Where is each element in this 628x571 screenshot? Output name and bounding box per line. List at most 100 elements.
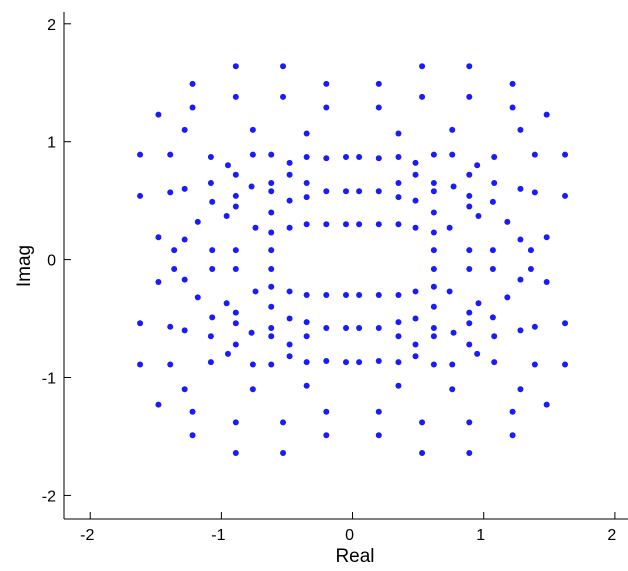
data-point — [232, 171, 239, 178]
data-point — [343, 324, 349, 331]
data-point — [504, 294, 511, 301]
data-point — [343, 188, 349, 195]
data-point — [252, 224, 259, 231]
data-point — [562, 192, 569, 199]
data-point — [562, 361, 569, 368]
data-point — [543, 279, 550, 286]
data-point — [430, 151, 437, 158]
data-point — [356, 291, 363, 298]
data-point — [395, 130, 402, 137]
y-tick-label: -2 — [42, 488, 56, 505]
data-point — [207, 359, 214, 366]
data-point — [224, 350, 231, 357]
axis-ticks — [64, 23, 616, 519]
data-point — [155, 234, 162, 241]
data-point — [189, 432, 196, 439]
data-point — [249, 151, 256, 158]
data-point — [356, 324, 363, 331]
data-point — [286, 159, 293, 166]
data-point — [286, 197, 293, 204]
data-point — [395, 221, 402, 228]
data-point — [466, 341, 473, 348]
x-tick-label: -2 — [80, 527, 94, 544]
data-point — [167, 361, 174, 368]
data-point — [446, 224, 453, 231]
data-point — [466, 93, 473, 100]
data-point — [491, 179, 498, 186]
data-point — [489, 314, 496, 321]
data-point — [475, 212, 482, 219]
data-point — [343, 359, 349, 366]
data-point — [323, 408, 330, 415]
data-point — [430, 266, 437, 273]
data-point — [171, 266, 178, 273]
data-point — [449, 386, 456, 393]
data-point — [232, 419, 239, 426]
data-point — [395, 154, 402, 161]
data-point — [419, 63, 426, 70]
data-point — [189, 408, 196, 415]
data-point — [517, 276, 524, 283]
data-point — [323, 155, 330, 162]
data-point — [323, 188, 330, 195]
data-point — [323, 291, 330, 298]
x-axis-label: Real — [335, 546, 374, 567]
data-point — [509, 408, 516, 415]
data-point — [446, 288, 453, 295]
data-point — [430, 361, 437, 368]
data-point — [268, 179, 275, 186]
data-point — [531, 151, 538, 158]
data-point — [268, 229, 275, 236]
data-point — [395, 333, 402, 340]
data-point — [155, 111, 162, 118]
x-tick-label: -1 — [211, 527, 225, 544]
x-tick-label: 2 — [607, 527, 616, 544]
y-tick-label: -1 — [42, 371, 56, 388]
data-point — [181, 327, 188, 334]
data-point — [489, 247, 496, 254]
data-point — [375, 432, 382, 439]
data-point — [531, 189, 538, 196]
data-point — [466, 171, 473, 178]
data-point — [412, 224, 419, 231]
data-point — [303, 319, 310, 326]
data-point — [531, 323, 538, 330]
data-point — [509, 104, 516, 111]
data-point — [466, 320, 473, 327]
data-point — [375, 104, 382, 111]
data-point — [466, 247, 473, 254]
plot-axes — [63, 12, 628, 520]
data-point — [466, 192, 473, 199]
data-point — [412, 159, 419, 166]
data-point — [491, 359, 498, 366]
data-point — [449, 126, 456, 133]
data-point — [562, 320, 569, 327]
data-point — [303, 130, 310, 137]
data-point — [248, 183, 255, 190]
data-point — [531, 361, 538, 368]
data-point — [466, 266, 473, 273]
data-point — [356, 221, 363, 228]
data-point — [232, 309, 239, 316]
data-point — [509, 432, 516, 439]
data-point — [209, 266, 216, 273]
data-point — [412, 315, 419, 322]
data-point — [209, 247, 216, 254]
data-point — [395, 194, 402, 201]
data-point — [466, 63, 473, 70]
data-point — [207, 154, 214, 161]
data-point — [137, 192, 144, 199]
data-point — [280, 63, 287, 70]
data-point — [137, 151, 144, 158]
data-point — [303, 291, 310, 298]
data-point — [167, 189, 174, 196]
data-point — [449, 151, 456, 158]
data-point — [517, 386, 524, 393]
data-point — [268, 333, 275, 340]
data-point — [375, 408, 382, 415]
data-point — [303, 382, 310, 389]
data-point — [268, 266, 275, 273]
data-point — [323, 358, 330, 365]
data-point — [356, 359, 363, 366]
data-point — [395, 359, 402, 366]
